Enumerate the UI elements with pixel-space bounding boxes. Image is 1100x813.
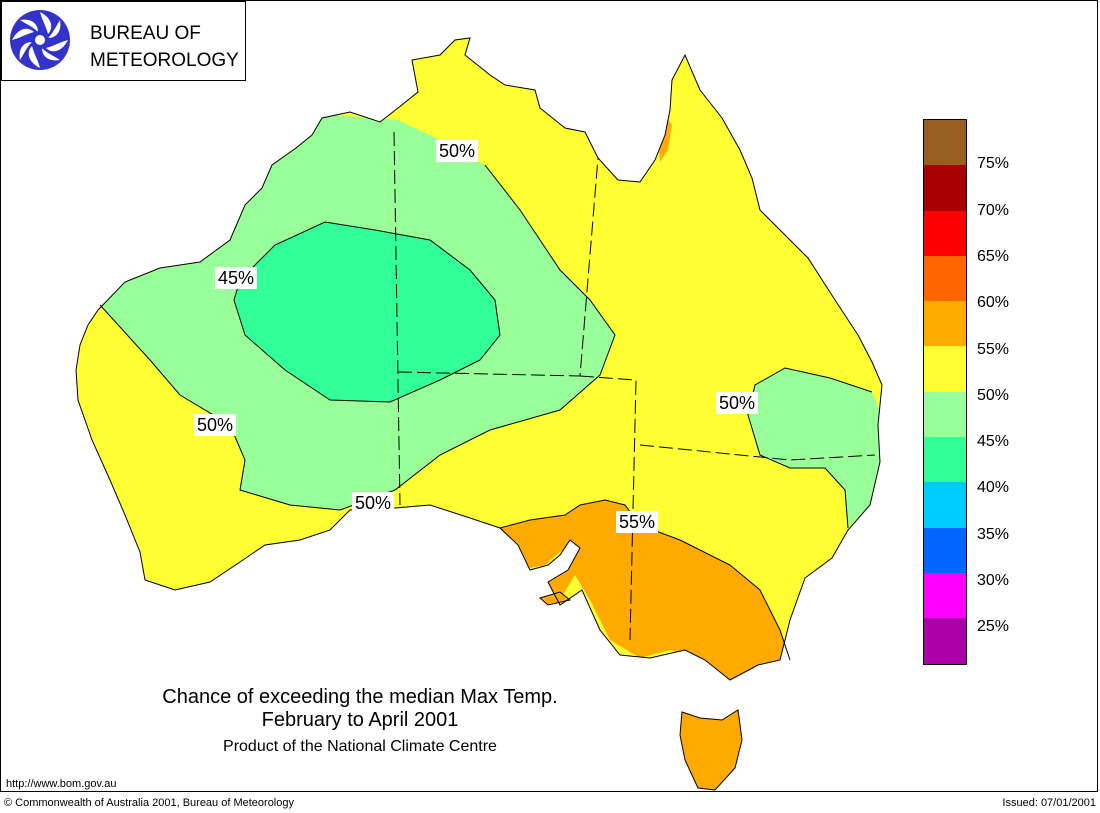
legend-label: 75% — [977, 155, 1010, 173]
title-line-2: February to April 2001 — [261, 709, 459, 731]
bom-logo: BUREAU OF METEOROLOGY — [1, 1, 246, 81]
contour-label: 50% — [716, 392, 759, 414]
map-title: Chance of exceeding the median Max Temp.… — [120, 686, 600, 732]
contour-label: 55% — [616, 511, 659, 533]
color-legend — [923, 119, 967, 665]
copyright-notice: © Commonwealth of Australia 2001, Bureau… — [4, 797, 294, 809]
logo-line-2: METEOROLOGY — [90, 50, 239, 71]
legend-label: 50% — [977, 386, 1010, 404]
legend-swatch — [923, 527, 967, 573]
legend-swatch — [923, 618, 967, 665]
legend-swatch — [923, 210, 967, 256]
legend-label: 65% — [977, 247, 1010, 265]
legend-swatch — [923, 437, 967, 483]
legend-label: 45% — [977, 433, 1010, 451]
legend-label: 55% — [977, 340, 1010, 358]
title-line-1: Chance of exceeding the median Max Temp. — [162, 686, 558, 708]
legend-label: 60% — [977, 294, 1010, 312]
contour-label: 50% — [194, 414, 237, 436]
legend-swatch — [923, 255, 967, 302]
website-url[interactable]: http://www.bom.gov.au — [6, 778, 117, 790]
legend-label: 25% — [977, 618, 1010, 636]
legend-swatch — [923, 572, 967, 619]
legend-swatch — [923, 165, 967, 211]
map-frame — [0, 0, 1098, 792]
legend-swatch — [923, 301, 967, 347]
legend-swatch — [923, 346, 967, 392]
contour-label: 50% — [436, 140, 479, 162]
legend-label: 40% — [977, 479, 1010, 497]
issued-date: Issued: 07/01/2001 — [1002, 797, 1096, 809]
legend-swatch — [923, 391, 967, 438]
logo-text: BUREAU OF METEOROLOGY — [90, 20, 239, 74]
legend-label: 35% — [977, 525, 1010, 543]
contour-label: 50% — [352, 492, 395, 514]
logo-line-1: BUREAU OF — [90, 23, 201, 44]
legend-swatch — [923, 482, 967, 528]
australia-map — [75, 37, 883, 791]
legend-swatch — [923, 119, 967, 166]
map-subtitle: Product of the National Climate Centre — [223, 738, 497, 755]
legend-label: 30% — [977, 572, 1010, 589]
legend-label: 70% — [977, 201, 1010, 219]
bom-swirl-icon — [10, 10, 70, 70]
contour-label: 45% — [215, 267, 258, 289]
